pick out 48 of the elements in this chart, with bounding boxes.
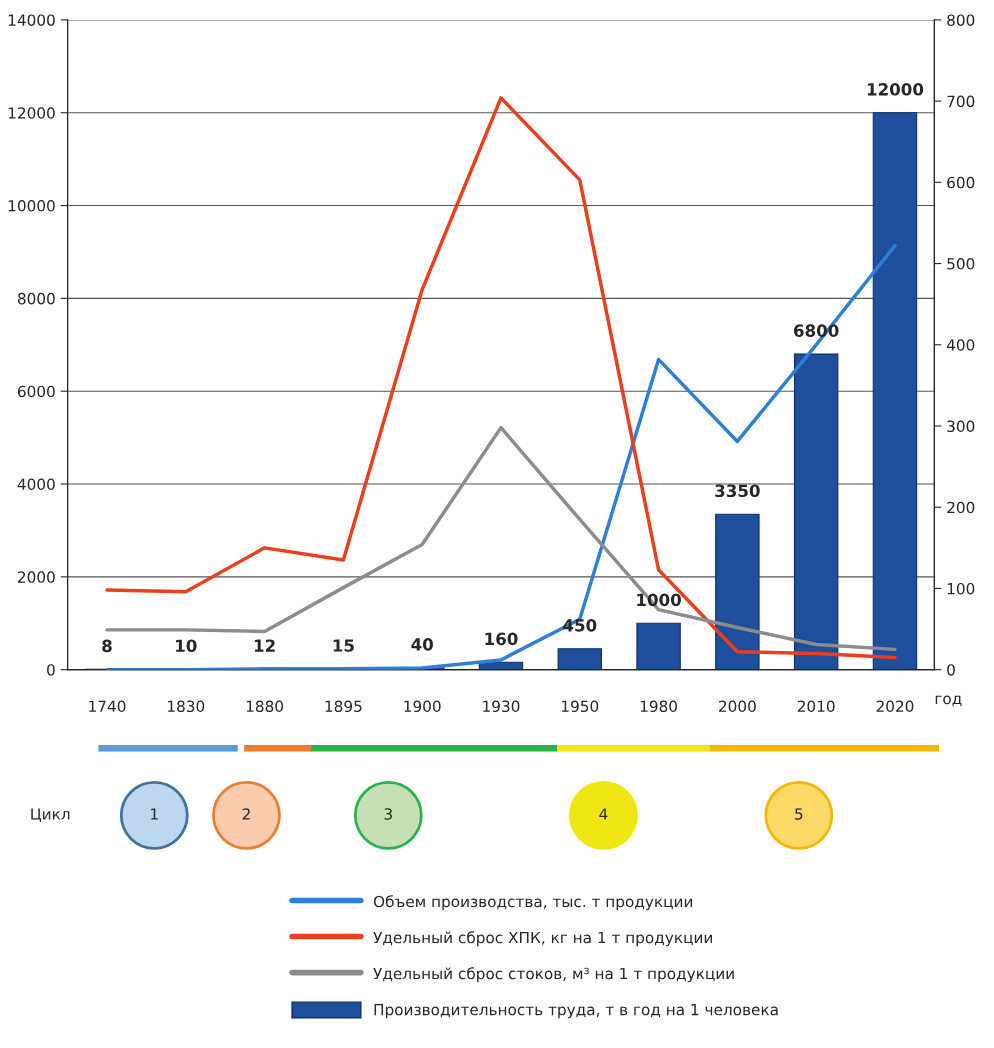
text: Цикл — [31, 808, 70, 822]
x-tick-label: 2000 — [719, 700, 756, 713]
x-tick-label: 1895 — [325, 700, 362, 713]
data-label: 40 — [411, 638, 433, 651]
data-label: 160 — [485, 632, 518, 646]
x-tick-label: 1740 — [89, 700, 126, 713]
x-tick-label: 2020 — [876, 700, 914, 713]
legend-label: Удельный сброс стоков, м³ на 1 т продукции — [373, 967, 734, 983]
y2-tick-label: 800 — [947, 14, 975, 26]
y-tick-label: 8000 — [17, 292, 55, 305]
y-tick-label: 4000 — [17, 478, 55, 491]
y-tick-label: 14000 — [8, 14, 55, 26]
y2-tick-label: 600 — [947, 176, 975, 189]
y2-tick-label: 100 — [947, 582, 975, 595]
y-tick-label: 10000 — [8, 200, 55, 212]
text: 4 — [599, 808, 608, 820]
y2-tick-label: 700 — [947, 95, 975, 108]
y2-tick-label: 500 — [947, 258, 975, 270]
data-label: 1000 — [637, 593, 681, 607]
x-tick-label: 1980 — [640, 700, 677, 713]
data-label: 12000 — [867, 83, 924, 96]
y2-tick-label: 400 — [946, 339, 975, 351]
x-tick-label: 1930 — [483, 700, 520, 713]
y2-tick-label: 300 — [947, 420, 975, 433]
y-tick-label: 6000 — [17, 385, 55, 398]
y-tick-label: 12000 — [8, 107, 55, 119]
data-label: 8 — [102, 639, 112, 653]
data-label: 10 — [176, 639, 197, 653]
text: 2 — [242, 808, 250, 820]
y2-tick-label: 0 — [947, 664, 955, 676]
legend-label: Объем производства, тыс. т продукции — [373, 895, 693, 911]
text: 3 — [384, 808, 392, 820]
y-tick-label: 0 — [47, 664, 55, 676]
x-axis-title: год — [935, 695, 962, 707]
data-label: 15 — [333, 639, 354, 652]
data-label: 3350 — [715, 484, 760, 498]
x-tick-label: 2010 — [797, 700, 835, 713]
x-tick-label: 1830 — [168, 700, 205, 713]
x-tick-label: 1900 — [404, 700, 441, 713]
data-label: 12 — [254, 639, 275, 652]
text: 5 — [795, 808, 803, 820]
x-tick-label: 1950 — [562, 700, 599, 713]
y2-tick-label: 200 — [947, 501, 975, 514]
y-tick-label: 2000 — [18, 571, 55, 583]
x-tick-label: 1880 — [246, 700, 284, 713]
legend-label: Производительность труда, т в год на 1 человека — [374, 1003, 778, 1019]
text: 1 — [151, 808, 158, 820]
legend-label: Удельный сброс ХПК, кг на 1 т продукции — [373, 931, 712, 947]
